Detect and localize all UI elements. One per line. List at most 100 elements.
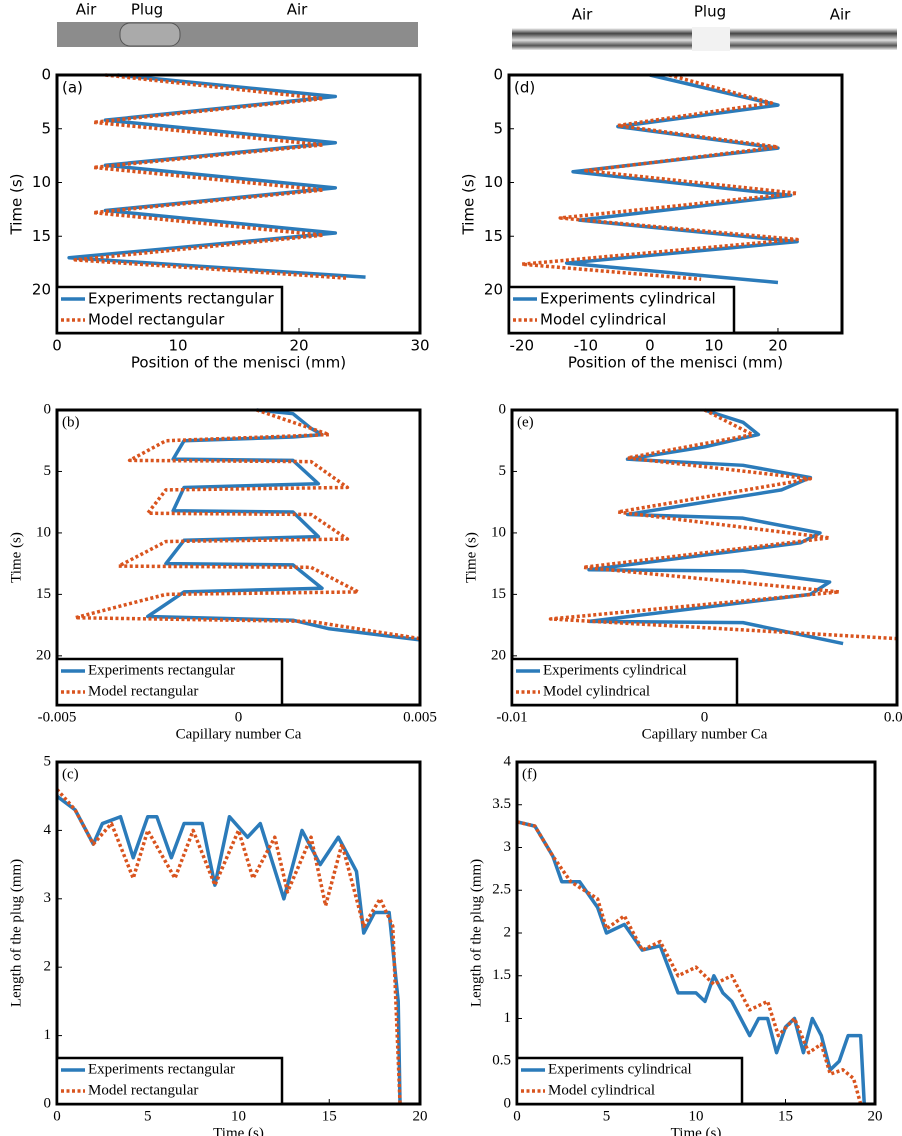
data-line xyxy=(548,408,898,641)
y-tick-label: 1.5 xyxy=(492,967,511,983)
panel: -0.01 0 0.01 0 5 10 15 20 Capillary number Ca Tim… xyxy=(463,401,902,742)
panel-label: (d) xyxy=(514,79,535,97)
y-tick-label: 3 xyxy=(504,839,512,855)
legend-box xyxy=(515,1056,744,1106)
legend-label: Model cylindrical xyxy=(540,311,666,329)
y-tick-label: 4 xyxy=(504,753,512,769)
y-tick-label: 20 xyxy=(484,281,503,299)
legend-label: Experiments rectangular xyxy=(88,290,275,308)
data-line xyxy=(73,408,421,641)
x-tick-label: 30 xyxy=(410,337,429,355)
photo-label: Air xyxy=(287,1,308,19)
y-tick-label: 1 xyxy=(44,1027,52,1043)
x-tick-label: 20 xyxy=(768,337,787,355)
y-tick-label: 0 xyxy=(493,66,503,84)
panel: 0 5 10 15 20 0 0.5 1 1.5 2 2.5 3 3.5 4 Time (s) Length … xyxy=(468,753,882,1136)
legend-box xyxy=(510,657,739,707)
legend-label: Experiments cylindrical xyxy=(548,1061,692,1077)
x-tick-label: 15 xyxy=(322,1108,337,1124)
data-line xyxy=(564,73,799,285)
y-axis-label: Time (s) xyxy=(460,174,478,236)
photo-label: Air xyxy=(76,1,97,19)
legend-label: Model cylindrical xyxy=(548,1082,655,1098)
photo-label: Air xyxy=(572,6,593,24)
legend-box xyxy=(55,285,284,335)
y-tick-label: 0 xyxy=(499,401,507,417)
y-tick-label: 15 xyxy=(484,227,503,245)
panel-label: (b) xyxy=(62,414,80,430)
x-tick-label: 0.005 xyxy=(403,709,437,725)
panel-label: (c) xyxy=(62,766,79,782)
x-tick-label: -10 xyxy=(574,337,599,355)
photo-label: Air xyxy=(830,6,851,24)
y-axis-label: Time (s) xyxy=(8,174,26,236)
plot-frame xyxy=(515,760,877,1106)
y-tick-label: 20 xyxy=(491,647,506,663)
data-line xyxy=(520,73,799,281)
x-tick-label: 5 xyxy=(144,1108,152,1124)
x-tick-label: 0.01 xyxy=(884,709,902,725)
legend-label: Experiments rectangular xyxy=(88,1061,235,1077)
y-axis-label: Length of the plug (mm) xyxy=(468,859,484,1007)
y-axis-label: Length of the plug (mm) xyxy=(8,859,24,1007)
x-axis-label: Time (s) xyxy=(671,1125,722,1136)
legend-label: Model rectangular xyxy=(88,683,198,699)
data-line xyxy=(587,408,844,646)
data-line xyxy=(516,820,867,1105)
x-tick-label: 0 xyxy=(513,1108,521,1124)
x-axis-label: Position of the menisci (mm) xyxy=(131,354,346,372)
y-tick-label: 2 xyxy=(504,924,512,940)
data-line xyxy=(146,408,421,642)
plug xyxy=(119,22,181,47)
y-tick-label: 5 xyxy=(41,119,51,137)
photo-right: Air Plug Air xyxy=(512,3,897,51)
legend-box xyxy=(55,657,284,707)
y-tick-label: 15 xyxy=(36,586,51,602)
y-tick-label: 0 xyxy=(41,66,51,84)
x-tick-label: 5 xyxy=(603,1108,611,1124)
data-line xyxy=(516,820,863,1105)
legend-box xyxy=(55,1056,284,1106)
legend-box xyxy=(507,285,736,335)
y-tick-label: 10 xyxy=(32,173,51,191)
x-tick-label: 10 xyxy=(231,1108,246,1124)
panel-label: (a) xyxy=(62,79,83,97)
x-tick-label: 10 xyxy=(704,337,723,355)
y-tick-label: 5 xyxy=(44,463,52,479)
data-line xyxy=(55,788,402,1105)
x-tick-label: -0.005 xyxy=(38,709,77,725)
y-tick-label: 5 xyxy=(44,753,52,769)
y-tick-label: 3.5 xyxy=(492,796,511,812)
x-axis-label: Time (s) xyxy=(213,1125,264,1136)
y-tick-label: 15 xyxy=(491,586,506,602)
x-axis-label: Capillary number Ca xyxy=(176,726,302,742)
y-axis-label: Time (s) xyxy=(463,532,479,583)
x-tick-label: 0 xyxy=(235,709,243,725)
y-axis-label: Time (s) xyxy=(8,532,24,583)
y-tick-label: 10 xyxy=(36,524,51,540)
y-tick-label: 20 xyxy=(32,281,51,299)
x-tick-label: 20 xyxy=(868,1108,883,1124)
legend-label: Experiments cylindrical xyxy=(540,290,716,308)
x-tick-label: 20 xyxy=(289,337,308,355)
y-tick-label: 0 xyxy=(504,1095,512,1111)
x-tick-label: 10 xyxy=(168,337,187,355)
x-tick-label: 0 xyxy=(53,1108,61,1124)
photo-label: Plug xyxy=(131,1,163,19)
y-tick-label: 0.5 xyxy=(492,1053,511,1069)
y-tick-label: 5 xyxy=(493,119,503,137)
panel: 0 5 10 15 20 0 1 2 3 4 5 Time (s) Length of the plug… xyxy=(8,753,427,1136)
x-tick-label: 20 xyxy=(413,1108,428,1124)
photo-label: Plug xyxy=(694,3,726,21)
y-tick-label: 0 xyxy=(44,401,52,417)
x-tick-label: 10 xyxy=(689,1108,704,1124)
panel-label: (f) xyxy=(522,766,537,782)
photo-strip xyxy=(57,22,418,47)
x-axis-label: Capillary number Ca xyxy=(642,726,768,742)
y-tick-label: 3 xyxy=(44,890,52,906)
legend-label: Experiments rectangular xyxy=(88,662,235,678)
y-tick-label: 2 xyxy=(44,959,52,975)
